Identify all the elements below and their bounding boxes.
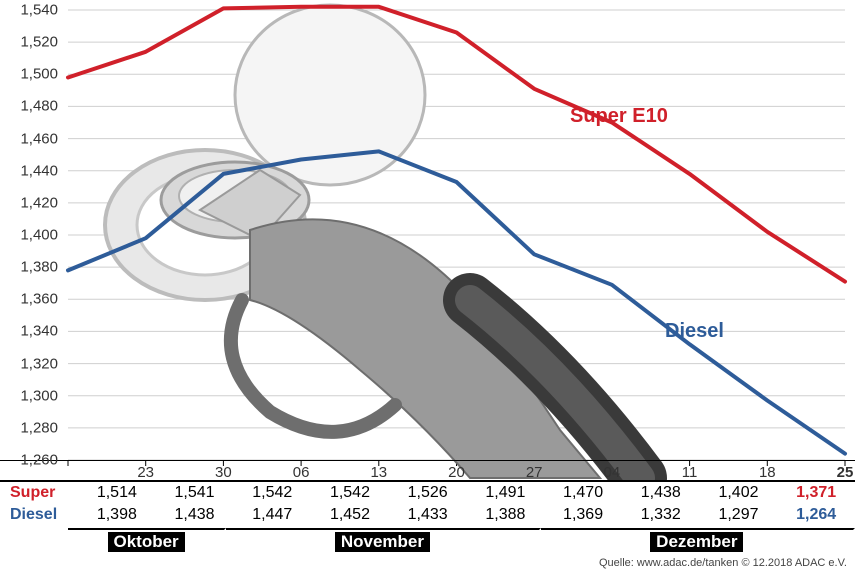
- source-line: Quelle: www.adac.de/tanken © 12.2018 ADA…: [599, 557, 847, 569]
- month-label: November: [226, 528, 540, 552]
- y-axis-label: 1,540: [2, 2, 58, 19]
- y-axis-label: 1,500: [2, 66, 58, 83]
- table-cell: 1,542: [233, 484, 311, 502]
- y-axis-label: 1,280: [2, 419, 58, 436]
- table-cell: 1,470: [544, 484, 622, 502]
- y-axis-label: 1,260: [2, 452, 58, 469]
- x-axis-date: 27: [526, 464, 543, 481]
- table-cell: 1,526: [389, 484, 467, 502]
- y-axis-label: 1,320: [2, 355, 58, 372]
- table-cell: 1,371: [777, 484, 855, 502]
- table-cell: 1,297: [700, 506, 778, 524]
- table-cell: 1,514: [78, 484, 156, 502]
- x-axis-date: 13: [370, 464, 387, 481]
- series-label: Super E10: [570, 105, 668, 128]
- y-axis-label: 1,360: [2, 291, 58, 308]
- table-cell: 1,369: [544, 506, 622, 524]
- y-axis-label: 1,420: [2, 194, 58, 211]
- table-cell: 1,332: [622, 506, 700, 524]
- table-cell: 1,491: [467, 484, 545, 502]
- x-axis-date: 04: [604, 464, 621, 481]
- table-cell: 1,541: [156, 484, 234, 502]
- table-cell: 1,402: [700, 484, 778, 502]
- series-label: Diesel: [665, 320, 724, 343]
- chart-area: 1,540 1,520 1,500 1,480 1,460 1,440 1,420 1,400…: [0, 0, 855, 480]
- table-cell: 1,264: [777, 506, 855, 524]
- y-axis-label: 1,460: [2, 130, 58, 147]
- month-row: OktoberNovemberDezember: [68, 528, 855, 552]
- y-axis-label: 1,400: [2, 227, 58, 244]
- table-row: Super1,5141,5411,5421,5421,5261,4911,470…: [0, 482, 855, 504]
- table-cell: 1,438: [622, 484, 700, 502]
- y-axis-label: 1,480: [2, 98, 58, 115]
- x-axis-date: 06: [293, 464, 310, 481]
- y-axis-label: 1,340: [2, 323, 58, 340]
- x-axis-date: 20: [448, 464, 465, 481]
- table-cell: 1,433: [389, 506, 467, 524]
- x-axis-date: 18: [759, 464, 776, 481]
- y-axis-label: 1,380: [2, 259, 58, 276]
- y-axis-label: 1,300: [2, 387, 58, 404]
- table-cell: 1,388: [467, 506, 545, 524]
- fuel-nozzle-illustration: [105, 5, 640, 478]
- table-cell: 1,447: [233, 506, 311, 524]
- month-label: Oktober: [68, 528, 226, 552]
- table-cell: 1,542: [311, 484, 389, 502]
- y-axis-label: 1,520: [2, 34, 58, 51]
- table-cell: 1,398: [78, 506, 156, 524]
- y-axis-label: 1,440: [2, 162, 58, 179]
- chart-svg: [0, 0, 855, 480]
- table-cell: 1,452: [311, 506, 389, 524]
- month-label: Dezember: [541, 528, 855, 552]
- table-row: Diesel1,3981,4381,4471,4521,4331,3881,36…: [0, 504, 855, 526]
- price-table: Super1,5141,5411,5421,5421,5261,4911,470…: [0, 482, 855, 526]
- x-axis-date: 25: [837, 464, 854, 481]
- table-row-label: Diesel: [0, 506, 78, 524]
- x-axis-date: 30: [215, 464, 232, 481]
- table-row-label: Super: [0, 484, 78, 502]
- table-cell: 1,438: [156, 506, 234, 524]
- x-axis-date: 23: [137, 464, 154, 481]
- x-axis-date: 11: [682, 464, 698, 481]
